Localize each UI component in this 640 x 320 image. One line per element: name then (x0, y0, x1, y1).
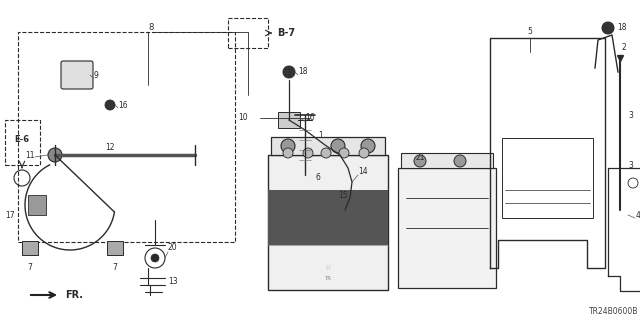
Text: 2: 2 (622, 44, 627, 52)
Bar (271, 137, 385, 155)
Text: B-7: B-7 (277, 28, 295, 38)
Circle shape (283, 66, 295, 78)
Circle shape (359, 148, 369, 158)
Bar (401, 153, 493, 168)
Text: 9: 9 (93, 70, 98, 79)
Text: 3: 3 (628, 110, 633, 119)
Text: 17: 17 (5, 211, 15, 220)
Text: 21: 21 (415, 154, 424, 163)
Circle shape (331, 139, 345, 153)
Circle shape (454, 155, 466, 167)
Bar (5, 120, 40, 165)
Text: 18: 18 (298, 68, 307, 76)
Circle shape (321, 148, 331, 158)
Text: 15: 15 (338, 190, 348, 199)
Text: 1: 1 (318, 131, 323, 140)
Bar (228, 18, 268, 48)
Text: 18: 18 (617, 23, 627, 33)
Circle shape (303, 148, 313, 158)
Bar (268, 190, 388, 245)
Text: 10: 10 (238, 114, 248, 123)
Circle shape (105, 100, 115, 110)
Text: 6: 6 (315, 173, 320, 182)
Text: 11: 11 (26, 150, 35, 159)
Bar (18, 32, 235, 242)
Bar (398, 168, 496, 288)
Text: 7: 7 (113, 263, 117, 273)
Text: TR24B0600B: TR24B0600B (589, 308, 638, 316)
Text: 14: 14 (358, 167, 367, 177)
Text: 20: 20 (168, 244, 178, 252)
Bar (502, 138, 593, 218)
Text: 4: 4 (635, 211, 640, 220)
Circle shape (325, 190, 335, 200)
Circle shape (48, 148, 62, 162)
Text: 3: 3 (628, 161, 633, 170)
Text: 5: 5 (527, 28, 532, 36)
Text: III: III (325, 265, 331, 271)
Circle shape (281, 139, 295, 153)
Text: 7: 7 (28, 263, 33, 273)
Text: FR.: FR. (65, 290, 83, 300)
Bar (28, 195, 46, 215)
Bar (22, 241, 38, 255)
Text: TR: TR (324, 276, 332, 281)
Text: 13: 13 (168, 277, 178, 286)
FancyBboxPatch shape (61, 61, 93, 89)
Text: 16: 16 (118, 100, 127, 109)
Circle shape (151, 254, 159, 262)
Text: 12: 12 (105, 143, 115, 153)
Bar (278, 112, 300, 128)
Circle shape (361, 139, 375, 153)
Circle shape (283, 148, 293, 158)
Circle shape (339, 148, 349, 158)
Text: E-6: E-6 (15, 135, 29, 145)
Bar (268, 155, 388, 290)
Circle shape (414, 155, 426, 167)
Circle shape (299, 169, 311, 181)
Circle shape (602, 22, 614, 34)
Text: 8: 8 (148, 23, 154, 33)
Bar (107, 241, 123, 255)
Text: 16: 16 (305, 114, 315, 123)
